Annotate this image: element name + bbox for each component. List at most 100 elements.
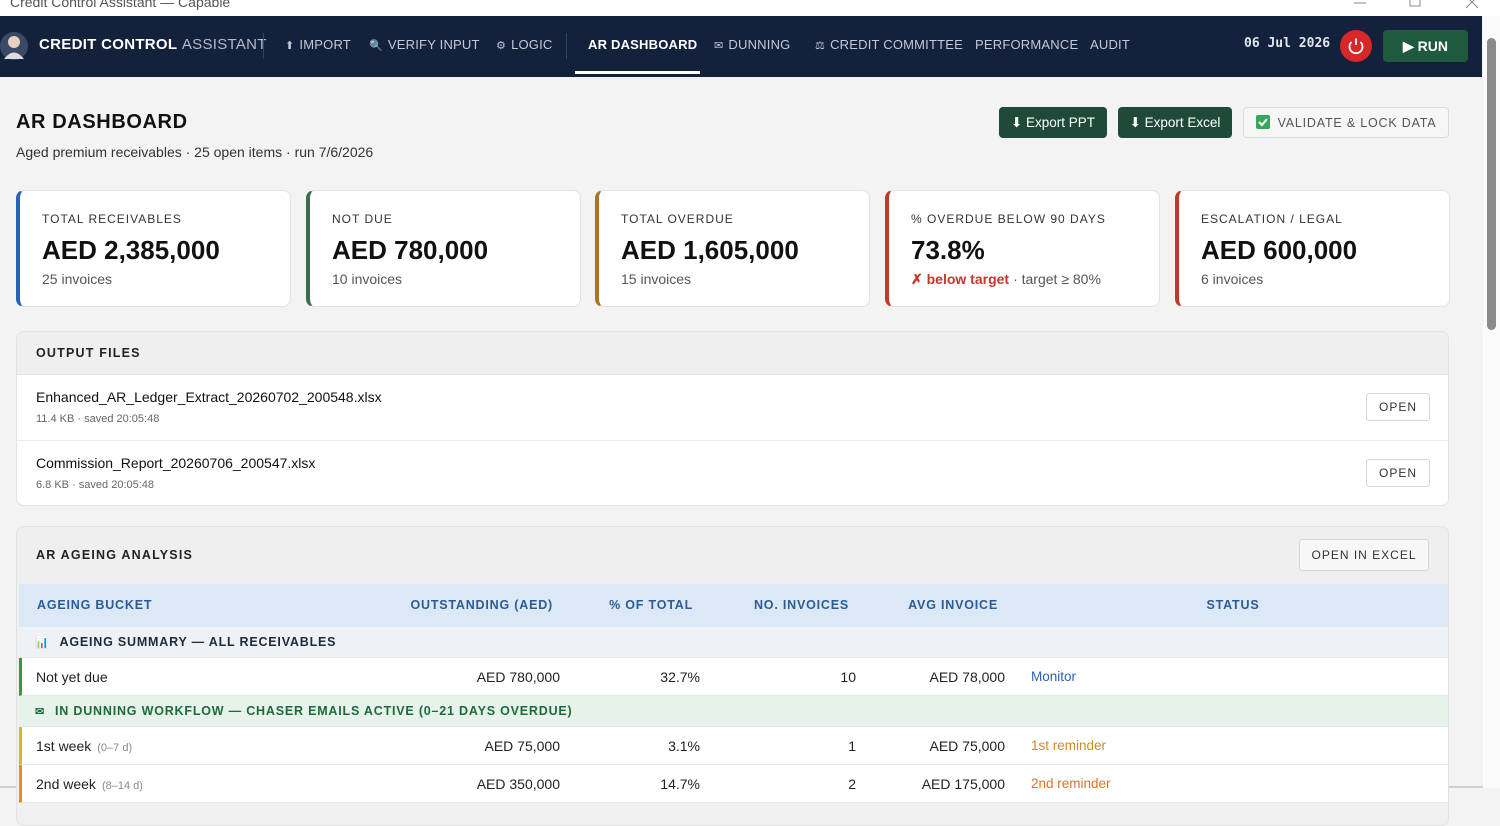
nav-item[interactable]: PERFORMANCE (975, 16, 1078, 77)
run-date: 06 Jul 2026 (1244, 36, 1331, 51)
file-row: Enhanced_AR_Ledger_Extract_20260702_2005… (17, 375, 1448, 441)
header-button[interactable]: VALIDATE & LOCK DATA (1243, 107, 1449, 138)
power-button[interactable] (1340, 30, 1373, 63)
nav-separator (566, 33, 567, 59)
nav-label: AR DASHBOARD (588, 37, 698, 52)
nav-item[interactable]: AUDIT (1090, 16, 1130, 77)
kpi-note: 25 invoices (42, 271, 112, 287)
table-cell: AED 75,000 (929, 738, 1006, 754)
section-row: ✉ IN DUNNING WORKFLOW — CHASER EMAILS ACT… (19, 696, 1448, 728)
kpi-note-text: 10 invoices (332, 271, 403, 287)
window-title: Credit Control Assistant — Capable (10, 0, 231, 10)
column-header: AVG INVOICE (908, 598, 998, 612)
file-meta: 6.8 KB · saved 20:05:48 (36, 479, 155, 491)
header-button[interactable]: ⬇ Export PPT (999, 107, 1107, 138)
status-cell: 1st reminder (1031, 738, 1107, 753)
brand-suffix: ASSISTANT (181, 36, 267, 53)
nav-item[interactable]: ✉ DUNNING (714, 16, 791, 77)
section-label: 📊 AGEING SUMMARY — ALL RECEIVABLES (35, 627, 336, 659)
kpi-value: AED 780,000 (332, 235, 489, 265)
kpi-label: TOTAL RECEIVABLES (42, 212, 182, 226)
table-cell: 32.7% (660, 669, 700, 685)
panel-title: AR AGEING ANALYSIS (36, 548, 194, 562)
column-header: STATUS (1206, 598, 1260, 612)
brand-name: CREDIT CONTROL (39, 36, 178, 53)
table-cell: AED 175,000 (921, 776, 1005, 792)
kpi-value: AED 1,605,000 (621, 235, 799, 265)
open-button[interactable]: OPEN (1366, 393, 1430, 421)
table-cell: AED 75,000 (484, 738, 561, 754)
bucket-name: Not yet due (36, 669, 108, 685)
kpi-value: AED 2,385,000 (42, 235, 220, 265)
page-subtitle: Aged premium receivables · 25 open items… (16, 144, 374, 160)
nav-label: VERIFY INPUT (387, 37, 480, 52)
nav-item[interactable]: ⬆ IMPORT (285, 16, 351, 77)
kpi-flag: ✗ below target (911, 271, 1010, 287)
table-cell: 2 (848, 776, 856, 792)
kpi-note-text: 6 invoices (1201, 271, 1264, 287)
open-button[interactable]: OPEN (1366, 459, 1430, 487)
section-label: ✉ IN DUNNING WORKFLOW — CHASER EMAILS ACT… (35, 696, 573, 728)
kpi-note: ✗ below target · target ≥ 80% (911, 271, 1101, 288)
kpi-note: 6 invoices (1201, 271, 1263, 287)
kpi-label: TOTAL OVERDUE (621, 212, 734, 226)
window-controls[interactable] (1350, 0, 1490, 16)
table-header: AGEING BUCKET OUTSTANDING (AED) % OF TOTAL… (19, 584, 1448, 627)
kpi-card: TOTAL OVERDUE AED 1,605,000 15 invoices (595, 190, 870, 307)
table-cell: AED 78,000 (929, 669, 1006, 685)
status-cell: Monitor (1031, 669, 1077, 684)
scrollbar[interactable] (1483, 16, 1500, 788)
kpi-label: % OVERDUE BELOW 90 DAYS (911, 212, 1106, 226)
kpi-card: ESCALATION / LEGAL AED 600,000 6 invoices (1175, 190, 1450, 307)
output-files-panel: OUTPUT FILES Enhanced_AR_Ledger_Extract_2… (16, 331, 1449, 506)
button-label: ⬇ Export Excel (1129, 115, 1221, 130)
bucket-range: (8–14 d) (101, 780, 143, 792)
nav-item[interactable]: ⚙ LOGIC (496, 16, 553, 77)
table-cell: 10 (840, 669, 856, 685)
kpi-note-text: · target ≥ 80% (1013, 271, 1101, 287)
nav-separator (263, 33, 264, 59)
panel-header: OUTPUT FILES (17, 332, 1448, 375)
section-text: IN DUNNING WORKFLOW — CHASER EMAILS ACTI… (55, 704, 573, 718)
scroll-thumb[interactable] (1487, 38, 1496, 330)
panel-header: AR AGEING ANALYSIS OPEN IN EXCEL (17, 527, 1448, 584)
run-button[interactable]: ▶ RUN (1383, 30, 1468, 62)
kpi-note-text: 15 invoices (621, 271, 692, 287)
section-text: AGEING SUMMARY — ALL RECEIVABLES (59, 635, 337, 649)
bucket-range: (0–7 d) (97, 742, 133, 754)
file-name: Enhanced_AR_Ledger_Extract_20260702_2005… (36, 389, 382, 405)
table-row: 1st week (0–7 d) AED 75,000 3.1% 1 AED 75,000… (19, 727, 1448, 765)
open-excel-button[interactable]: OPEN IN EXCEL (1299, 539, 1429, 571)
nav-label: LOGIC (511, 37, 553, 52)
nav-item[interactable]: AR DASHBOARD (588, 16, 697, 77)
button-label: ⬇ Export PPT (1010, 115, 1096, 130)
table-cell: AED 780,000 (476, 669, 560, 685)
table-cell: AED 350,000 (476, 776, 560, 792)
nav-item[interactable]: 🔍 VERIFY INPUT (369, 16, 480, 77)
ageing-panel: AR AGEING ANALYSIS OPEN IN EXCEL AGEING BU… (16, 526, 1449, 826)
table-row: Not yet due AED 780,000 32.7% 10 AED 78,000 M… (19, 658, 1448, 696)
nav-label: AUDIT (1090, 37, 1130, 52)
bucket-cell: 2nd week (8–14 d) (36, 765, 143, 805)
top-nav: CREDIT CONTROL ASSISTANT 06 Jul 2026 ▶ R… (0, 16, 1482, 77)
file-row: Commission_Report_20260706_200547.xlsx 6.… (17, 441, 1448, 505)
page-title: AR DASHBOARD (16, 111, 188, 133)
table-cell: 1 (848, 738, 856, 754)
nav-label: DUNNING (728, 37, 791, 52)
column-header: OUTSTANDING (AED) (410, 598, 553, 612)
column-header: AGEING BUCKET (37, 598, 153, 612)
nav-icon: ⚖ (815, 40, 826, 52)
button-label: VALIDATE & LOCK DATA (1277, 116, 1437, 130)
nav-item[interactable]: ⚖ CREDIT COMMITTEE (815, 16, 963, 77)
brand: CREDIT CONTROL ASSISTANT (39, 16, 267, 74)
kpi-card: TOTAL RECEIVABLES AED 2,385,000 25 invoice… (16, 190, 291, 307)
nav-icon: ✉ (714, 40, 724, 52)
file-meta: 11.4 KB · saved 20:05:48 (36, 413, 160, 425)
column-header: NO. INVOICES (753, 598, 849, 612)
kpi-card: NOT DUE AED 780,000 10 invoices (306, 190, 581, 307)
header-button[interactable]: ⬇ Export Excel (1118, 107, 1232, 138)
bucket-name: 1st week (36, 738, 92, 754)
bucket-cell: Not yet due (36, 658, 108, 696)
nav-icon: 🔍 (369, 40, 383, 52)
